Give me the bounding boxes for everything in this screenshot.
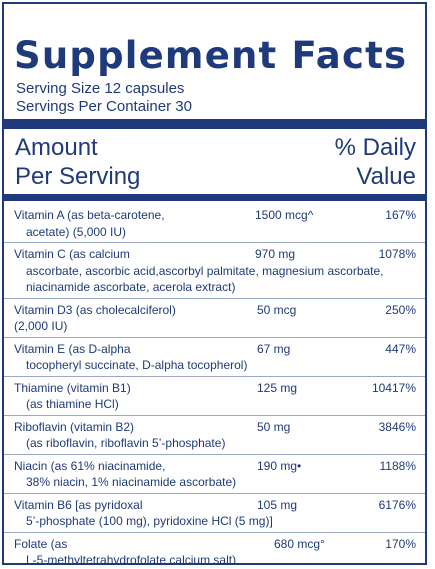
nutrient-amount: 680 mcg° <box>274 536 325 551</box>
amount-header-line1: Amount <box>15 134 98 161</box>
daily-value-header-line1: % Daily <box>334 134 416 161</box>
nutrient-daily-value: 1188% <box>379 458 416 473</box>
nutrient-detail: 5’-phosphate (100 mg), pyridoxine HCl (5… <box>26 514 273 528</box>
panel-title: Supplement Facts <box>14 34 408 77</box>
nutrient-daily-value: 6176% <box>378 497 416 512</box>
nutrient-amount: 1500 mcg^ <box>255 208 314 222</box>
nutrient-daily-value: 447% <box>385 341 416 356</box>
nutrient-detail: acetate) (5,000 IU) <box>26 224 127 239</box>
amount-header-line2: Per Serving <box>15 163 141 190</box>
supplement-facts-panel: Supplement Facts Serving Size 12 capsule… <box>2 2 427 565</box>
servings-per-container: Servings Per Container 30 <box>16 98 192 115</box>
nutrient-daily-value: 3846% <box>378 419 416 434</box>
nutrient-name: Vitamin D3 (as cholecalciferol) <box>14 302 176 317</box>
nutrient-detail: L-5-methyltetrahydrofolate calcium salt) <box>26 553 237 565</box>
nutrient-row-niacin: Niacin (as 61% niacinamide, 38% niacin, … <box>4 455 425 494</box>
nutrient-name: Vitamin C (as calcium <box>14 247 130 261</box>
nutrient-detail: 38% niacin, 1% niacinamide ascorbate) <box>26 475 237 489</box>
nutrient-amount: 970 mg <box>255 247 296 261</box>
header-divider <box>4 194 425 201</box>
nutrient-amount: 67 mg <box>257 341 291 356</box>
nutrient-amount: 50 mcg <box>257 302 297 317</box>
nutrient-row-thiamine: Thiamine (vitamin B1) (as thiamine HCl) … <box>4 377 425 416</box>
nutrient-list: Vitamin A (as beta-carotene, acetate) (5… <box>4 204 425 565</box>
nutrient-amount: 125 mg <box>257 380 298 395</box>
nutrient-row-riboflavin: Riboflavin (vitamin B2) (as riboflavin, … <box>4 416 425 455</box>
serving-size: Serving Size 12 capsules <box>16 80 185 97</box>
nutrient-row-folate: Folate (as L-5-methyltetrahydrofolate ca… <box>4 533 425 565</box>
nutrient-row-vitamin-a: Vitamin A (as beta-carotene, acetate) (5… <box>4 204 425 243</box>
nutrient-name: Vitamin A (as beta-carotene, <box>14 208 165 222</box>
nutrient-detail: (as thiamine HCl) <box>26 397 119 411</box>
nutrient-name: Thiamine (vitamin B1) <box>14 380 131 395</box>
nutrient-name: Vitamin E (as D-alpha <box>14 341 131 356</box>
nutrient-detail-continued: niacinamide ascorbate, acerola extract) <box>26 280 236 294</box>
nutrient-daily-value: 250% <box>385 302 416 317</box>
nutrient-row-vitamin-e: Vitamin E (as D-alpha tocopheryl succina… <box>4 338 425 377</box>
nutrient-daily-value: 167% <box>385 208 416 222</box>
nutrient-amount: 105 mg <box>257 497 298 512</box>
nutrient-name: Vitamin B6 [as pyridoxal <box>14 497 143 512</box>
nutrient-daily-value: 1078% <box>378 247 416 261</box>
nutrient-detail: (as riboflavin, riboflavin 5’-phosphate) <box>26 436 226 450</box>
nutrient-name: Riboflavin (vitamin B2) <box>14 419 135 434</box>
nutrient-amount: 190 mg• <box>257 458 302 473</box>
nutrient-daily-value: 170% <box>385 536 416 551</box>
thick-divider <box>4 119 425 129</box>
nutrient-row-vitamin-d3: Vitamin D3 (as cholecalciferol) (2,000 I… <box>4 299 425 338</box>
nutrient-name: Folate (as <box>14 536 68 551</box>
nutrient-row-vitamin-b6: Vitamin B6 [as pyridoxal 5’-phosphate (1… <box>4 494 425 533</box>
nutrient-detail: tocopheryl succinate, D-alpha tocopherol… <box>26 358 248 372</box>
nutrient-name: Niacin (as 61% niacinamide, <box>14 458 166 473</box>
nutrient-daily-value: 10417% <box>371 380 416 395</box>
daily-value-header-line2: Value <box>356 163 416 190</box>
nutrient-detail: (2,000 IU) <box>14 319 68 333</box>
nutrient-amount: 50 mg <box>257 419 291 434</box>
nutrient-detail: ascorbate, ascorbic acid,ascorbyl palmit… <box>26 263 384 278</box>
nutrient-row-vitamin-c: Vitamin C (as calcium ascorbate, ascorbi… <box>4 243 425 299</box>
